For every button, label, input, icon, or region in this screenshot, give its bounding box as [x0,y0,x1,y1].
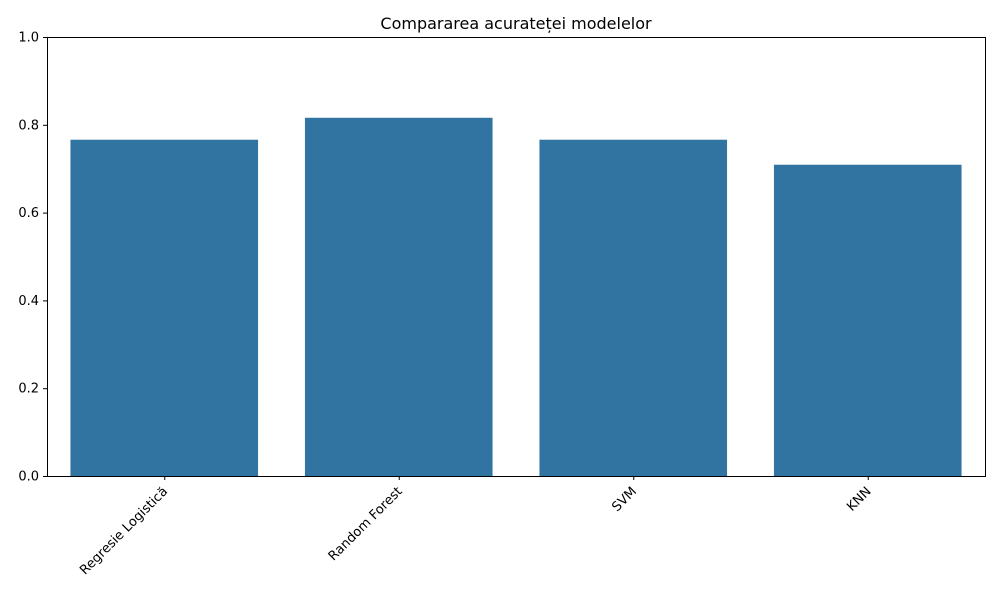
y-tick-label-5: 1.0 [18,31,39,46]
y-tick-label-2: 0.4 [18,294,39,309]
x-tick-label-3: KNN [844,484,874,514]
y-tick-label-0: 0.0 [18,470,39,485]
y-axis: 0.0 0.2 0.4 0.6 0.8 1.0 [18,31,47,485]
bar-1 [304,117,493,476]
bar-2 [539,139,728,476]
y-tick-label-3: 0.6 [18,206,39,221]
bar-0 [70,139,259,476]
chart-title: Compararea acurateței modelelor [380,14,652,33]
y-tick-label-4: 0.8 [18,118,39,133]
x-tick-label-2: SVM [609,484,640,515]
plot-frame [47,37,986,477]
bars-layer [70,117,962,476]
bar-3 [773,164,962,476]
x-tick-label-0: Regresie Logistică [77,484,171,578]
x-axis: Regresie Logistică Random Forest SVM KNN [77,476,875,578]
x-tick-label-1: Random Forest [326,484,406,564]
y-tick-label-1: 0.2 [18,382,39,397]
